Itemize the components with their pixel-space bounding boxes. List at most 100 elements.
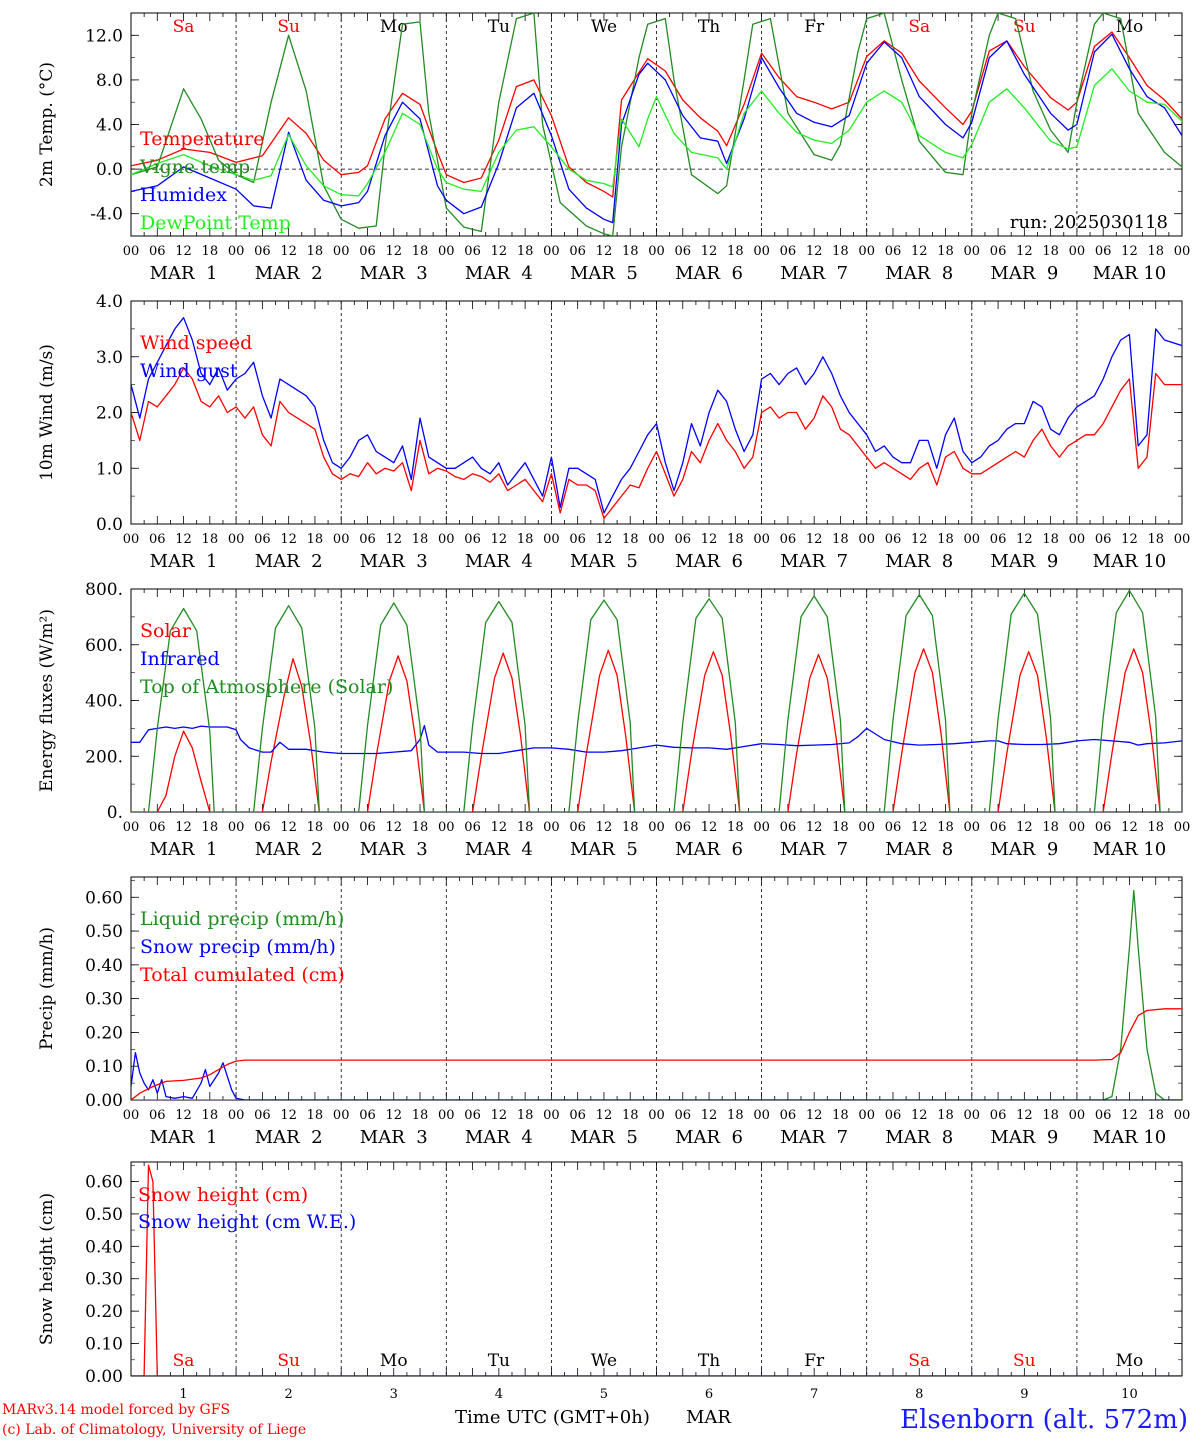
x-hour-label: 06 (569, 532, 586, 547)
x-hour-label: 18 (1147, 1108, 1164, 1123)
panel-3: 0. 200. 400. 600. 800. Energy fluxes (W/m²) 00… (37, 580, 1190, 860)
x-hour-label: 12 (806, 244, 823, 259)
x-date-label: MAR 1 (150, 1127, 218, 1148)
x-hour-label: 12 (1121, 820, 1138, 835)
x-hour-label: 18 (937, 532, 954, 547)
x-hour-label: 06 (569, 820, 586, 835)
x-hour-label: 06 (675, 244, 692, 259)
x-hour-label: 06 (254, 1108, 271, 1123)
panel-2: 0.0 1.0 2.0 3.0 4.0 10m Wind (m/s) 00 06 12 18 MAR… (37, 292, 1190, 572)
x-date-label: MAR 10 (1093, 263, 1167, 284)
x-hour-label: 12 (701, 244, 718, 259)
x-hour-label: 12 (806, 532, 823, 547)
x-hour-label: 06 (359, 244, 376, 259)
legend-entry: Vigne temp (139, 156, 250, 178)
x-date-label: MAR 4 (465, 839, 533, 860)
x-date-label: MAR 6 (675, 1127, 743, 1148)
x-date-label: MAR 7 (780, 551, 848, 572)
weekday-label: Sa (173, 1351, 195, 1371)
x-date-label: MAR 10 (1093, 839, 1167, 860)
x-hour-label: 00 (858, 1108, 875, 1123)
x-hour-label: 06 (1095, 244, 1112, 259)
x-hour-label: 12 (175, 244, 192, 259)
x-hour-label: 06 (990, 532, 1007, 547)
x-hour-label: 12 (596, 244, 613, 259)
x-hour-label: 06 (254, 532, 271, 547)
x-hour-label: 00 (648, 532, 665, 547)
x-hour-label: 12 (175, 532, 192, 547)
x-hour-label: 00 (123, 1108, 140, 1123)
panel-4: 0.00 0.10 0.20 0.30 0.40 0.50 0.60 Precip (mm/h… (37, 876, 1191, 1148)
x-date-label: MAR 10 (1093, 551, 1167, 572)
y-tick-label: 8.0 (96, 71, 123, 91)
series-line-dewpoint-temp (131, 68, 1182, 197)
weekday-label: Tu (488, 1351, 510, 1371)
series-line-vigne-temp (131, 13, 1182, 236)
y-tick-label: 0.60 (85, 888, 123, 908)
x-hour-label: 00 (1174, 532, 1191, 547)
x-hour-label: 00 (858, 244, 875, 259)
x-hour-label: 12 (280, 820, 297, 835)
weekday-label: Tu (488, 17, 510, 37)
x-hour-label: 00 (858, 532, 875, 547)
x-hour-label: 00 (648, 1108, 665, 1123)
y-tick-label: 0.50 (85, 1205, 123, 1225)
series-line-snow-height-cm- (131, 1164, 1182, 1376)
x-hour-label: 00 (753, 244, 770, 259)
series-line-infrared (131, 724, 1182, 755)
x-hour-label: 12 (701, 1108, 718, 1123)
x-hour-label: 06 (780, 820, 797, 835)
series-line-humidex (131, 33, 1182, 224)
x-hour-label: 18 (202, 244, 219, 259)
x-hour-label: 00 (1174, 1108, 1191, 1123)
legend-entry: Snow height (cm W.E.) (138, 1211, 356, 1233)
x-hour-label: 00 (438, 1108, 455, 1123)
x-hour-label: 00 (753, 1108, 770, 1123)
x-hour-label: 12 (491, 244, 508, 259)
x-date-label: MAR 8 (885, 263, 953, 284)
weekday-label: Sa (908, 17, 930, 37)
x-hour-label: 00 (964, 820, 981, 835)
x-hour-label: 18 (202, 820, 219, 835)
weekday-label: Mo (380, 1351, 408, 1371)
x-hour-label: 12 (911, 1108, 928, 1123)
x-hour-label: 06 (149, 532, 166, 547)
x-hour-label: 00 (438, 820, 455, 835)
x-hour-label: 18 (412, 244, 429, 259)
y-tick-label: 0.40 (85, 956, 123, 976)
x-hour-label: 18 (412, 1108, 429, 1123)
x-hour-label: 12 (175, 1108, 192, 1123)
x-hour-label: 00 (1069, 244, 1086, 259)
x-hour-label: 18 (412, 532, 429, 547)
x-date-label: MAR 5 (570, 1127, 638, 1148)
x-hour-label: 06 (149, 244, 166, 259)
x-hour-label: 18 (727, 820, 744, 835)
x-hour-label: 00 (333, 244, 350, 259)
y-tick-label: 600. (85, 636, 123, 656)
legend-entry: Solar (140, 620, 192, 642)
y-tick-label: 800. (85, 580, 123, 600)
x-hour-label: 00 (543, 532, 560, 547)
x-hour-label: 12 (1121, 532, 1138, 547)
x-date-label: MAR 8 (885, 839, 953, 860)
x-hour-label: 06 (780, 244, 797, 259)
x-day-number: 9 (1020, 1387, 1028, 1402)
y-tick-label: 0.0 (96, 160, 123, 180)
x-date-label: MAR 7 (780, 1127, 848, 1148)
series-line-total-cumulated-cm- (131, 1008, 1182, 1100)
x-date-label: MAR 4 (465, 263, 533, 284)
x-hour-label: 00 (1069, 820, 1086, 835)
x-hour-label: 00 (648, 820, 665, 835)
panel-1: -4.0 0.0 4.0 8.0 12.0 2m Temp. (°C) 00 06 12 18 MA… (37, 12, 1190, 284)
weekday-label: We (591, 1351, 617, 1371)
weekday-label: Sa (173, 17, 195, 37)
x-hour-label: 18 (832, 1108, 849, 1123)
y-tick-label: 4.0 (96, 292, 123, 312)
x-date-label: MAR 9 (990, 263, 1058, 284)
x-hour-label: 18 (307, 1108, 324, 1123)
x-hour-label: 18 (307, 532, 324, 547)
x-hour-label: 00 (123, 820, 140, 835)
x-hour-label: 06 (990, 244, 1007, 259)
x-date-label: MAR 10 (1093, 1127, 1167, 1148)
x-hour-label: 12 (491, 820, 508, 835)
